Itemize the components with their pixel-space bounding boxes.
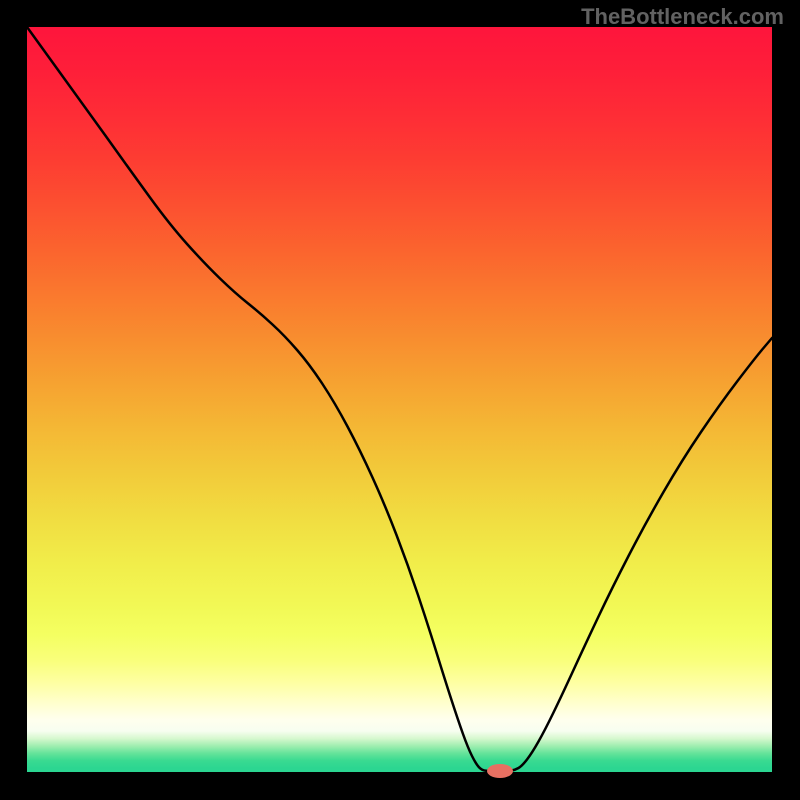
plot-background bbox=[27, 27, 772, 772]
bottleneck-chart bbox=[0, 0, 800, 800]
watermark-text: TheBottleneck.com bbox=[581, 4, 784, 30]
chart-container: TheBottleneck.com bbox=[0, 0, 800, 800]
sweet-spot-marker bbox=[487, 764, 513, 778]
